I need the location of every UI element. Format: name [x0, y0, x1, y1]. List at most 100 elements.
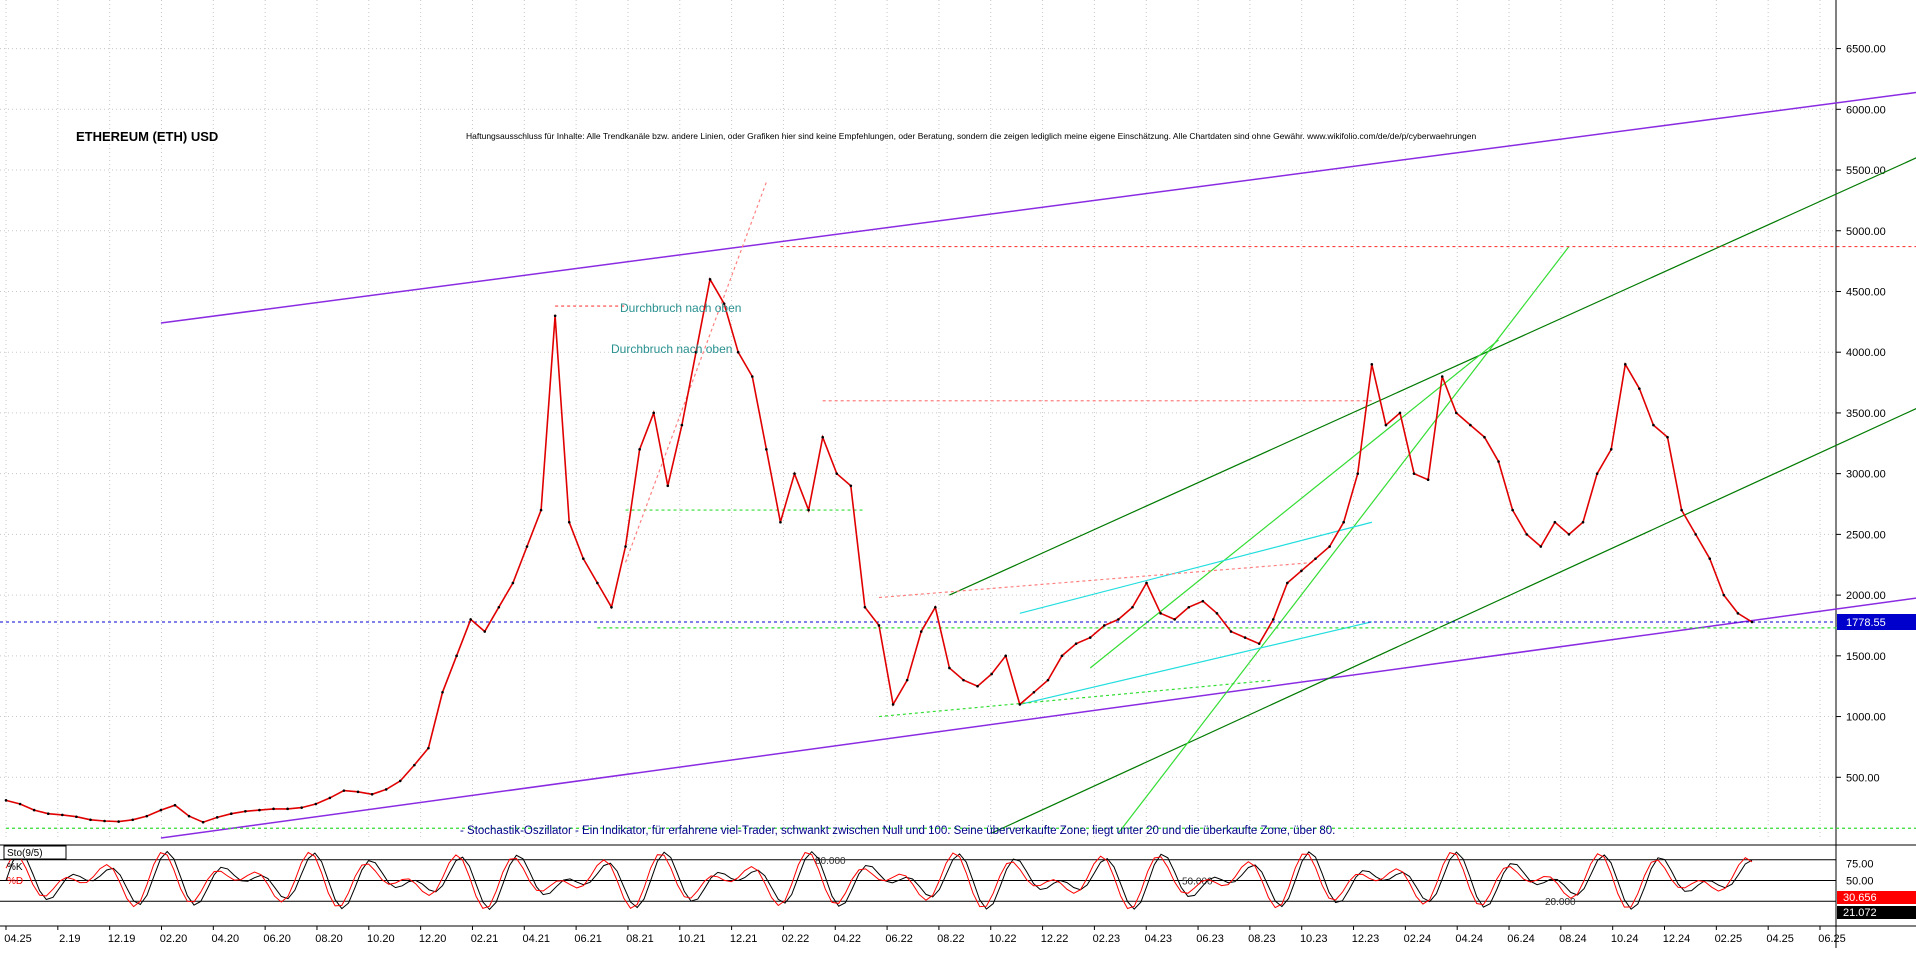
x-axis: 04.25 2.19 12.19 02.20 04.20 06.20 08.20 10.20 1…: [4, 926, 1846, 945]
price-point: [849, 484, 853, 488]
price-point: [1159, 612, 1162, 615]
y-tick-label: 1000.00: [1846, 712, 1886, 724]
price-point: [525, 545, 529, 548]
price-point: [1314, 557, 1317, 560]
price-point: [539, 508, 543, 512]
stoch-d-line: [5, 851, 1753, 910]
price-point: [398, 779, 402, 783]
x-tick-label: 10.24: [1611, 933, 1639, 945]
stoch-k-last-box: [1837, 891, 1916, 904]
price-point: [1102, 624, 1106, 627]
price-point: [469, 618, 472, 621]
price-point: [46, 812, 50, 816]
price-point: [1694, 533, 1697, 536]
y-tick-label: 3000.00: [1846, 469, 1886, 481]
price-point: [145, 814, 149, 818]
trendlines: [0, 91, 1916, 839]
price-point: [582, 557, 585, 560]
x-tick-label: 02.22: [782, 933, 810, 945]
stoch-d-last-label: 21.072: [1843, 907, 1877, 919]
x-tick-label: 06.25: [1818, 933, 1846, 945]
x-tick-label: 02.21: [471, 933, 499, 945]
price-point: [75, 815, 78, 819]
price-point: [173, 803, 177, 807]
x-tick-label: 08.24: [1559, 933, 1587, 945]
price-point: [1609, 448, 1613, 451]
price-point: [722, 302, 726, 305]
x-tick-label: 12.23: [1352, 933, 1380, 945]
price-point: [666, 484, 670, 488]
price-point: [863, 605, 867, 609]
x-tick-label: 04.23: [1144, 933, 1172, 945]
y-tick-label: 6000.00: [1846, 104, 1886, 116]
price-point: [328, 796, 332, 800]
price-point: [286, 807, 289, 811]
x-tick-label: 10.21: [678, 933, 706, 945]
price-point: [948, 666, 951, 670]
stoch-y-tick-label: 50.00: [1846, 876, 1874, 888]
price-point: [765, 448, 768, 451]
price-point: [244, 809, 247, 813]
y-tick-label: 4500.00: [1846, 286, 1886, 298]
price-point: [272, 807, 275, 811]
price-point: [1328, 545, 1331, 548]
price-point: [187, 814, 191, 818]
stoch-k-line: [5, 850, 1753, 911]
x-tick-label: 06.21: [574, 933, 602, 945]
stoch-level-label: 50.000: [1182, 877, 1213, 888]
price-point: [1370, 363, 1374, 366]
x-tick-label: 04.22: [833, 933, 861, 945]
x-tick-label: 12.24: [1663, 933, 1691, 945]
y-tick-label: 3500.00: [1846, 408, 1886, 420]
price-point: [1117, 618, 1120, 621]
x-tick-label: 02.20: [160, 933, 188, 945]
price-point: [342, 789, 346, 792]
price-point: [103, 819, 106, 823]
price-point: [370, 792, 374, 796]
price-point: [1046, 678, 1050, 682]
labels: 1778.55 ETHEREUM (ETH) USD Haftungsausschl…: [76, 129, 1916, 837]
annotation-label: Durchbruch nach oben: [611, 342, 732, 356]
stoch-k-legend: %K: [7, 862, 23, 873]
light-green-trend-line: [1117, 246, 1570, 834]
green-trend-line: [991, 408, 1916, 834]
price-point: [821, 435, 824, 439]
price-point: [610, 605, 613, 609]
price-point: [638, 448, 641, 451]
price-point: [793, 472, 796, 475]
price-point: [1652, 423, 1655, 427]
x-tick-label: 04.21: [523, 933, 551, 945]
price-point: [1750, 620, 1754, 624]
x-tick-label: 12.22: [1041, 933, 1069, 945]
x-tick-label: 06.20: [263, 933, 291, 945]
price-point: [1539, 545, 1543, 548]
stoch-level-label: 20.000: [1545, 897, 1576, 908]
green-trend-line: [949, 157, 1916, 596]
cyan-line: [1019, 521, 1372, 614]
price-point: [1060, 654, 1064, 658]
price-point: [1440, 375, 1444, 378]
price-point: [934, 605, 937, 609]
price-point: [201, 820, 205, 824]
x-tick-label: 04.25: [1766, 933, 1794, 945]
annotation-label: Durchbruch nach oben: [620, 301, 741, 315]
price-point: [1581, 520, 1585, 524]
price-point: [807, 508, 810, 512]
price-point: [1666, 435, 1669, 439]
price-point: [652, 411, 656, 415]
x-tick-label: 08.21: [626, 933, 654, 945]
x-tick-label: 06.24: [1507, 933, 1535, 945]
price-point: [455, 654, 458, 658]
price-point: [1638, 387, 1641, 390]
x-tick-label: 04.25: [4, 933, 32, 945]
price-point: [1229, 630, 1233, 633]
price-point: [1567, 533, 1571, 536]
price-point: [159, 808, 163, 812]
price-point: [1722, 593, 1726, 597]
price-point: [1455, 411, 1458, 415]
x-tick-label: 06.22: [885, 933, 913, 945]
price-point: [1553, 520, 1557, 524]
stoch-level-label: 80.000: [815, 856, 846, 867]
